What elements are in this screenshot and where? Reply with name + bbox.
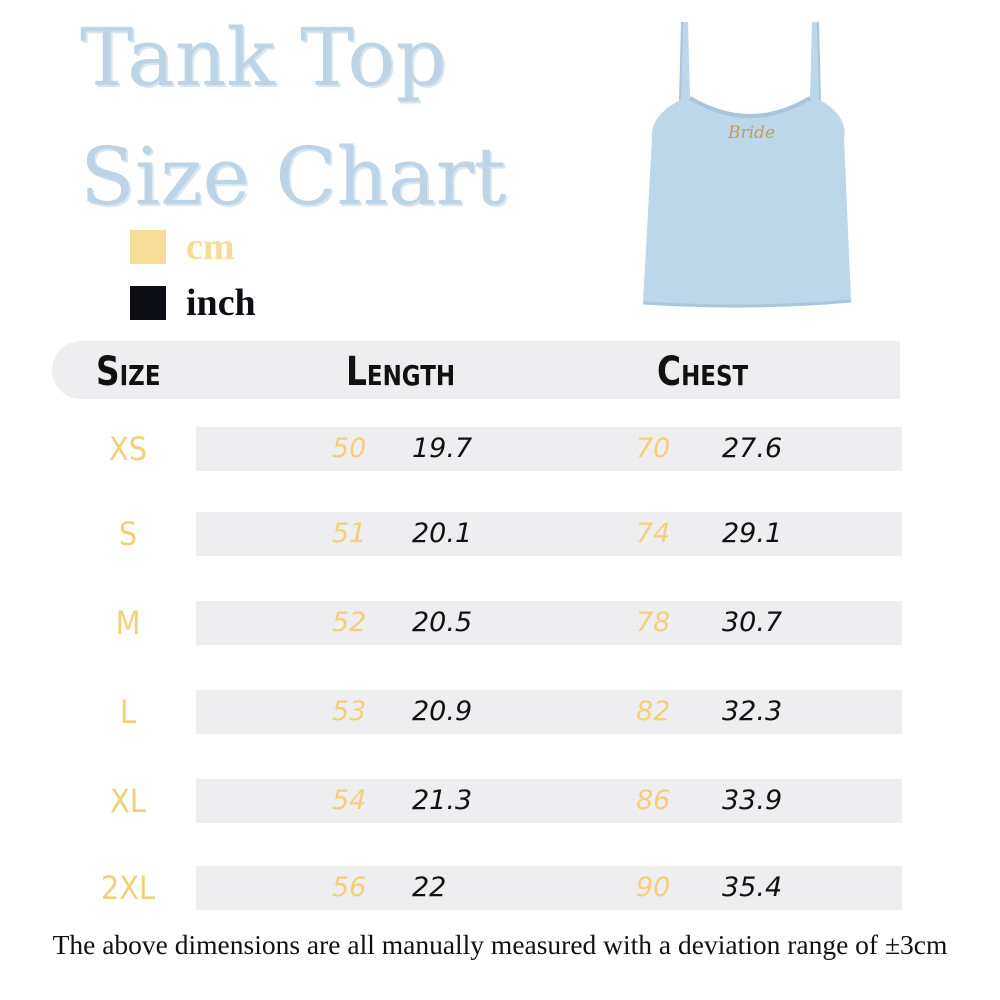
- page-title-line-2: Size Chart: [80, 130, 507, 223]
- length-cm-value: 56: [332, 872, 367, 903]
- header-chest: Chest: [657, 349, 749, 395]
- header-length: Length: [346, 349, 456, 395]
- length-inch-value: 20.9: [412, 696, 473, 727]
- chest-cm-value: 70: [636, 433, 671, 464]
- table-row: [196, 866, 902, 910]
- page-title-line-1: Tank Top: [80, 11, 447, 104]
- size-label: M: [115, 604, 141, 642]
- length-inch-value: 20.5: [412, 607, 473, 638]
- tank-top-print-text: Bride: [727, 123, 775, 143]
- tank-top-image: Bride: [642, 21, 852, 308]
- chest-inch-value: 29.1: [722, 518, 783, 549]
- size-label: XS: [109, 430, 147, 468]
- length-cm-value: 54: [332, 785, 367, 816]
- chest-cm-value: 74: [636, 518, 671, 549]
- chest-inch-value: 33.9: [722, 785, 783, 816]
- table-header-bar: [52, 341, 900, 399]
- legend-label-inch: inch: [186, 282, 256, 324]
- table-row: [196, 427, 902, 471]
- chest-cm-value: 78: [636, 607, 671, 638]
- size-label: 2XL: [100, 869, 156, 907]
- legend-item-inch: inch: [130, 282, 256, 324]
- cm-color-swatch: [130, 230, 166, 264]
- length-cm-value: 52: [332, 607, 367, 638]
- chest-inch-value: 27.6: [722, 433, 783, 464]
- length-cm-value: 50: [332, 433, 367, 464]
- size-label: S: [118, 515, 138, 553]
- chest-cm-value: 90: [636, 872, 671, 903]
- table-row: [196, 512, 902, 556]
- chest-inch-value: 35.4: [722, 872, 783, 903]
- size-label: XL: [110, 782, 146, 820]
- measurement-note: The above dimensions are all manually me…: [52, 929, 948, 960]
- chest-inch-value: 30.7: [722, 607, 783, 638]
- chest-cm-value: 82: [636, 696, 671, 727]
- length-inch-value: 20.1: [412, 518, 473, 549]
- header-size: Size: [96, 349, 161, 395]
- table-row: [196, 779, 902, 823]
- tank-top-right-strap: [817, 21, 821, 101]
- table-row: [196, 690, 902, 734]
- length-inch-value: 21.3: [412, 785, 473, 816]
- tank-top-neckline: [688, 96, 812, 118]
- length-inch-value: 22: [412, 872, 447, 903]
- chest-inch-value: 32.3: [722, 696, 783, 727]
- length-cm-value: 53: [332, 696, 367, 727]
- size-label: L: [119, 693, 137, 731]
- inch-color-swatch: [130, 286, 166, 320]
- legend-item-cm: cm: [130, 226, 235, 268]
- tank-top-body: [643, 22, 851, 307]
- length-inch-value: 19.7: [412, 433, 473, 464]
- table-row: [196, 601, 902, 645]
- legend-label-cm: cm: [186, 226, 235, 268]
- length-cm-value: 51: [332, 518, 367, 549]
- tank-top-hem: [642, 299, 852, 308]
- tank-top-left-strap: [679, 21, 683, 101]
- chest-cm-value: 86: [636, 785, 671, 816]
